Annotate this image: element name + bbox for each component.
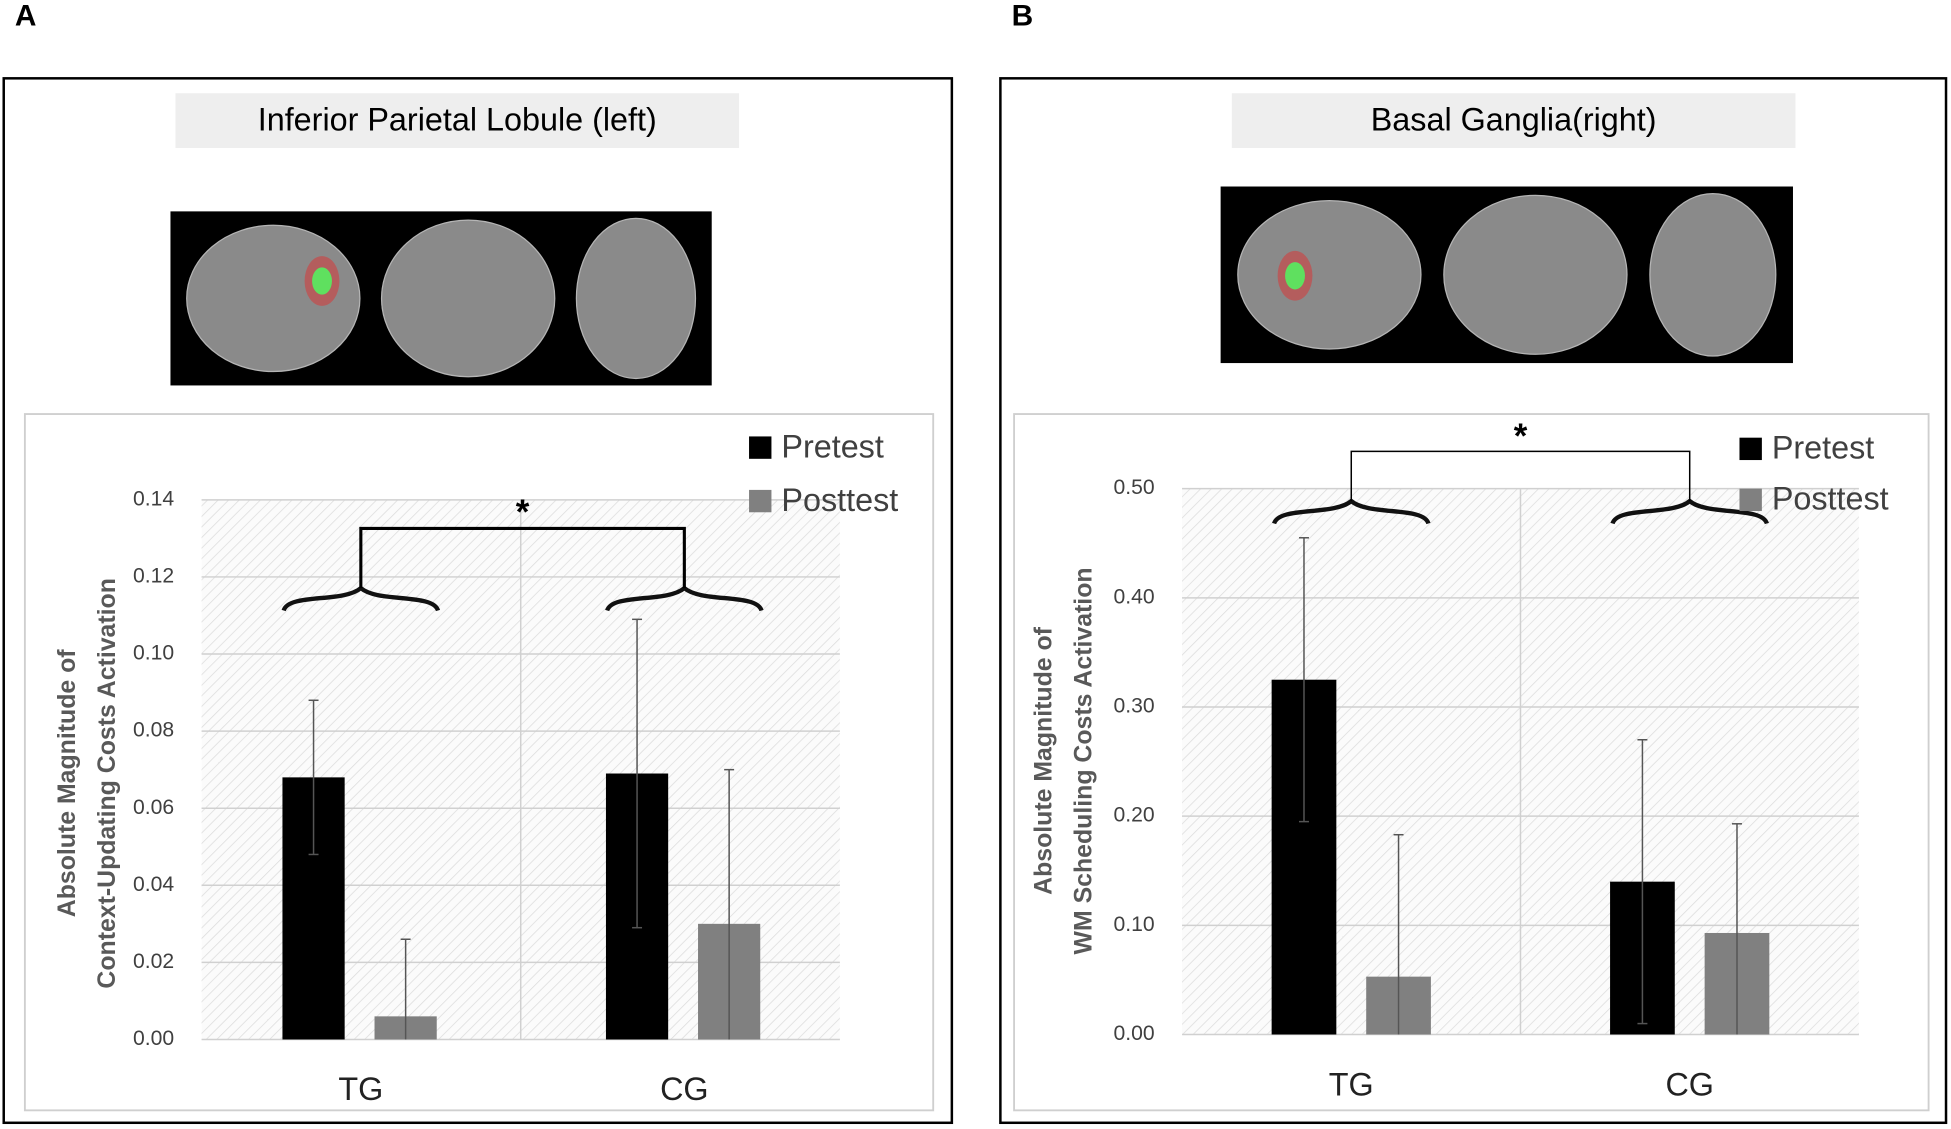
y-tick-label: 0.00: [133, 1027, 174, 1050]
roi-activation: [312, 267, 332, 295]
brain-view: [1443, 194, 1628, 355]
x-tick-label: CG: [1665, 1066, 1714, 1102]
y-tick-label: 0.12: [133, 565, 174, 588]
x-tick-label: TG: [1329, 1066, 1374, 1102]
y-tick-label: 0.50: [1114, 476, 1155, 499]
y-axis-label: Context-Updating Costs Activation: [93, 578, 121, 989]
legend-label: Pretest: [781, 428, 883, 464]
y-tick-label: 0.04: [133, 873, 174, 896]
legend-label: Posttest: [781, 482, 898, 518]
y-axis-label: WM Scheduling Costs Activation: [1070, 567, 1098, 954]
y-tick-label: 0.20: [1114, 804, 1155, 827]
significance-bracket: [359, 526, 686, 589]
legend-swatch: [749, 489, 772, 513]
significance-marker: *: [516, 493, 530, 532]
x-tick-label: TG: [338, 1071, 383, 1107]
brain-view: [380, 219, 556, 378]
brain-view: [1237, 200, 1422, 350]
legend-label: Posttest: [1772, 481, 1889, 517]
legend-swatch: [749, 436, 772, 459]
y-tick-label: 0.14: [133, 487, 174, 510]
panel-label: A: [15, 0, 37, 32]
legend-swatch: [1739, 437, 1762, 461]
panel-border: [2, 77, 954, 1125]
brain-view: [575, 217, 697, 380]
y-tick-label: 0.08: [133, 719, 174, 742]
legend-label: Pretest: [1772, 430, 1874, 466]
legend-swatch: [1739, 488, 1762, 512]
y-tick-label: 0.30: [1114, 695, 1155, 718]
title-background: [1231, 93, 1796, 148]
y-tick-label: 0.10: [1114, 913, 1155, 936]
y-tick-label: 0.00: [1114, 1022, 1155, 1045]
y-tick-label: 0.02: [133, 950, 174, 973]
y-axis-label: Absolute Magnitude of: [53, 649, 81, 918]
chart-title: Inferior Parietal Lobule (left): [258, 101, 657, 137]
panel-label: B: [1012, 0, 1034, 32]
roi-activation: [1285, 262, 1305, 290]
y-axis-label: Absolute Magnitude of: [1030, 626, 1058, 895]
y-tick-label: 0.40: [1114, 585, 1155, 608]
significance-marker: *: [1514, 417, 1528, 456]
title-background: [175, 93, 740, 148]
y-tick-label: 0.06: [133, 796, 174, 819]
x-tick-label: CG: [660, 1071, 709, 1107]
chart-title: Basal Ganglia(right): [1371, 101, 1657, 137]
brain-view: [1649, 192, 1777, 357]
y-tick-label: 0.10: [133, 642, 174, 665]
panel-border: [999, 77, 1948, 1125]
significance-bracket: [1350, 450, 1691, 502]
